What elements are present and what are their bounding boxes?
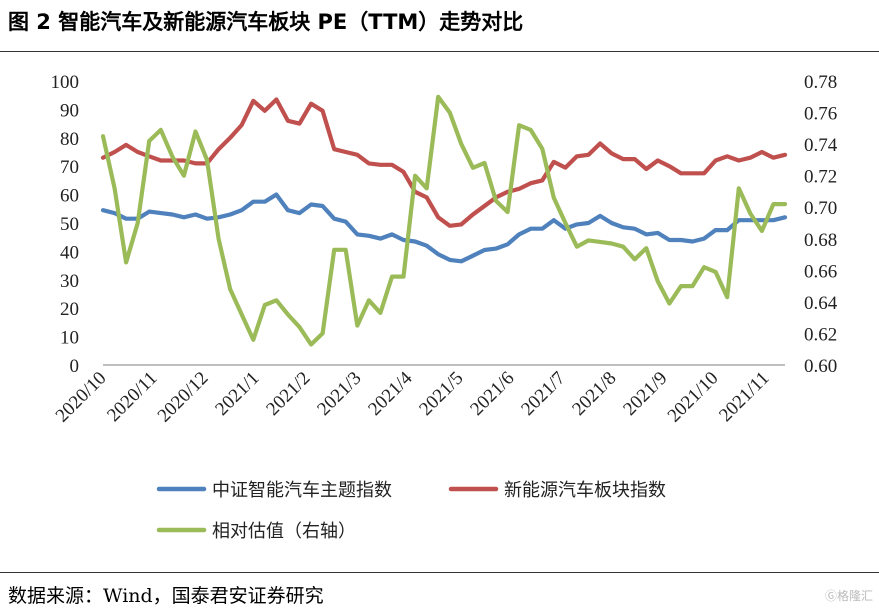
legend-item: 新能源汽车板块指数 (448, 480, 666, 501)
legend-label: 新能源汽车板块指数 (504, 480, 666, 501)
chart-title: 图 2 智能汽车及新能源汽车板块 PE（TTM）走势对比 (8, 10, 524, 34)
pe-trend-chart: 0 10 20 30 40 50 60 70 80 90 100 0.60 0.62 0.64 0.66 0.… (51, 72, 838, 542)
x-tick-label: 2020/12 (154, 368, 213, 427)
y-left-tick-label: 10 (60, 328, 79, 349)
legend-item: 中证智能汽车主题指数 (156, 480, 392, 501)
x-tick-label: 2021/7 (517, 368, 569, 420)
y-right-tick-label: 0.68 (804, 230, 837, 251)
watermark-icon: Ⓖ (824, 589, 837, 603)
legend-label: 相对估值（右轴） (212, 521, 356, 542)
x-tick-label: 2021/11 (715, 368, 773, 426)
series-line (100, 97, 788, 228)
y-right-tick-label: 0.76 (804, 104, 837, 125)
y-left-tick-label: 50 (60, 214, 79, 235)
x-tick-label: 2021/10 (664, 368, 723, 427)
watermark-text: 格隆汇 (836, 589, 873, 603)
x-tick-label: 2021/4 (364, 367, 417, 420)
y-left-tick-label: 0 (70, 356, 80, 377)
y-right-tick-label: 0.78 (804, 72, 837, 93)
title-divider (0, 51, 879, 52)
data-source-note: 数据来源：Wind，国泰君安证券研究 (8, 585, 324, 607)
x-tick-label: 2021/5 (415, 368, 467, 420)
y-left-tick-label: 70 (60, 157, 79, 178)
x-tick-label: 2020/11 (103, 368, 161, 426)
y-right-tick-label: 0.62 (804, 324, 837, 345)
y-left-tick-label: 100 (51, 72, 80, 93)
y-left-tick-label: 60 (60, 186, 79, 207)
y-left-tick-label: 20 (60, 299, 79, 320)
series-2 (100, 94, 788, 347)
x-tick-label: 2020/10 (52, 368, 111, 427)
y-left-tick-label: 90 (60, 100, 79, 121)
legend-label: 中证智能汽车主题指数 (212, 480, 392, 501)
series-lines (100, 94, 788, 347)
series-line (100, 94, 788, 347)
y-right-tick-label: 0.64 (804, 293, 838, 314)
watermark-logo: Ⓖ格隆汇 (825, 587, 873, 604)
y-left-tick-label: 30 (60, 271, 79, 292)
source-divider (0, 572, 879, 573)
x-tick-label: 2021/8 (568, 368, 620, 420)
series-0 (100, 192, 788, 264)
y-right-tick-label: 0.72 (804, 167, 837, 188)
series-1 (100, 97, 788, 228)
y-right-tick-label: 0.70 (804, 198, 837, 219)
series-line (100, 192, 788, 264)
y-left-tick-label: 40 (60, 242, 79, 263)
y-right-tick-label: 0.74 (804, 135, 838, 156)
x-tick-label: 2021/6 (466, 368, 518, 420)
axes: 0 10 20 30 40 50 60 70 80 90 100 0.60 0.62 0.64 0.66 0.… (51, 72, 838, 427)
y-right-tick-label: 0.60 (804, 356, 837, 377)
x-tick-label: 2021/3 (313, 368, 365, 420)
legend-item: 相对估值（右轴） (156, 521, 356, 542)
x-tick-label: 2021/1 (211, 368, 263, 420)
x-tick-label: 2021/2 (262, 368, 314, 420)
y-right-tick-label: 0.66 (804, 261, 837, 282)
y-left-tick-label: 80 (60, 129, 79, 150)
